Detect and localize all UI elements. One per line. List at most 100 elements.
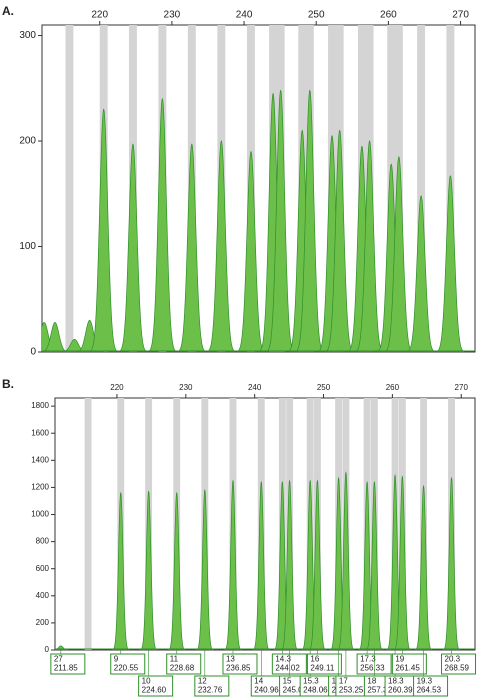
allele-size: 256.33 — [360, 664, 385, 673]
allele-name: 11 — [170, 655, 179, 664]
allele-name: 27 — [54, 655, 63, 664]
peak — [42, 322, 69, 352]
allele-name: 15.3 — [303, 677, 319, 686]
x-tick-label: 270 — [452, 10, 469, 21]
allele-size: 253.25 — [339, 686, 364, 695]
allele-size: 264.53 — [417, 686, 442, 695]
allele-size: 220.55 — [114, 664, 139, 673]
allele-label-box — [306, 653, 342, 675]
peak — [355, 140, 384, 352]
x-tick-label: 240 — [236, 10, 253, 21]
y-tick-label: 800 — [36, 537, 50, 546]
peak — [252, 480, 271, 650]
peak — [365, 480, 384, 650]
allele-size: 228.68 — [170, 664, 195, 673]
y-tick-label: 200 — [36, 618, 50, 627]
x-tick-label: 230 — [164, 10, 181, 21]
allele-name: 14 — [254, 677, 263, 686]
x-tick-label: 270 — [455, 383, 469, 392]
y-tick-label: 1000 — [31, 510, 49, 519]
peak — [384, 156, 413, 352]
allele-label-box — [391, 653, 427, 675]
y-tick-label: 400 — [36, 591, 50, 600]
peak — [139, 490, 158, 650]
peak — [294, 89, 325, 352]
peak — [167, 491, 186, 650]
y-tick-label: 0 — [30, 347, 36, 358]
peak — [236, 150, 266, 352]
y-tick-label: 1200 — [31, 483, 49, 492]
x-tick-label: 250 — [317, 383, 331, 392]
allele-size: 261.45 — [395, 664, 420, 673]
y-tick-label: 100 — [19, 241, 36, 252]
x-tick-label: 240 — [248, 383, 262, 392]
plot — [55, 398, 475, 650]
allele-size: 224.60 — [142, 686, 167, 695]
plot — [42, 25, 475, 352]
peak — [223, 479, 243, 650]
allele-label-box — [413, 675, 449, 697]
peak — [442, 476, 461, 650]
peak — [207, 140, 236, 352]
allele-label-box — [110, 653, 146, 675]
y-tick-label: 0 — [45, 645, 50, 654]
allele-size: 257.39 — [367, 686, 392, 695]
peak — [265, 89, 296, 352]
allele-size: 211.85 — [54, 664, 78, 673]
peak — [414, 484, 433, 650]
allele-name: 18 — [367, 677, 376, 686]
allele-name: 16 — [310, 655, 319, 664]
peak — [195, 489, 215, 650]
x-tick-label: 230 — [179, 383, 193, 392]
allele-label-box — [138, 675, 174, 697]
allele-name: 17.3 — [360, 655, 376, 664]
allele-name: 18.3 — [388, 677, 404, 686]
allele-label-box — [441, 653, 477, 675]
allele-label-box — [50, 653, 86, 675]
x-tick-label: 250 — [308, 10, 325, 21]
allele-bin — [84, 398, 92, 650]
peak — [177, 143, 206, 352]
allele-bin — [65, 25, 74, 352]
x-tick-label: 260 — [380, 10, 397, 21]
peak — [308, 479, 327, 650]
y-tick-label: 1600 — [31, 428, 49, 437]
allele-size: 248.06 — [303, 686, 328, 695]
peak — [393, 475, 412, 650]
allele-size: 249.11 — [310, 664, 334, 673]
allele-name: 20.3 — [445, 655, 461, 664]
allele-size: 232.76 — [198, 686, 223, 695]
y-tick-label: 200 — [19, 136, 36, 147]
allele-name: 13 — [226, 655, 235, 664]
x-tick-label: 220 — [110, 383, 124, 392]
allele-name: 9 — [114, 655, 119, 664]
x-tick-label: 260 — [386, 383, 400, 392]
peak — [118, 143, 147, 352]
allele-label-box — [222, 653, 258, 675]
allele-bin — [417, 25, 426, 352]
allele-size: 236.85 — [226, 664, 251, 673]
allele-size: 268.59 — [445, 664, 470, 673]
y-tick-label: 1400 — [31, 455, 49, 464]
allele-name: 15 — [283, 677, 292, 686]
panel-label: A. — [2, 4, 14, 18]
allele-size: 260.39 — [388, 686, 413, 695]
y-tick-label: 600 — [36, 564, 50, 573]
peak — [325, 129, 354, 352]
allele-size: 245.07 — [283, 686, 308, 695]
allele-name: 19.3 — [417, 677, 433, 686]
peak — [111, 491, 130, 650]
allele-name: 10 — [142, 677, 151, 686]
allele-label-box — [194, 675, 230, 697]
peak — [407, 195, 436, 352]
peak — [280, 479, 299, 650]
allele-name: 19 — [395, 655, 404, 664]
allele-name: 17 — [339, 677, 348, 686]
peak — [89, 108, 119, 352]
x-tick-label: 220 — [91, 10, 108, 21]
y-tick-label: 1800 — [31, 401, 49, 410]
allele-name: 14.3 — [275, 655, 291, 664]
peak — [147, 97, 178, 352]
allele-size: 244.02 — [275, 664, 300, 673]
